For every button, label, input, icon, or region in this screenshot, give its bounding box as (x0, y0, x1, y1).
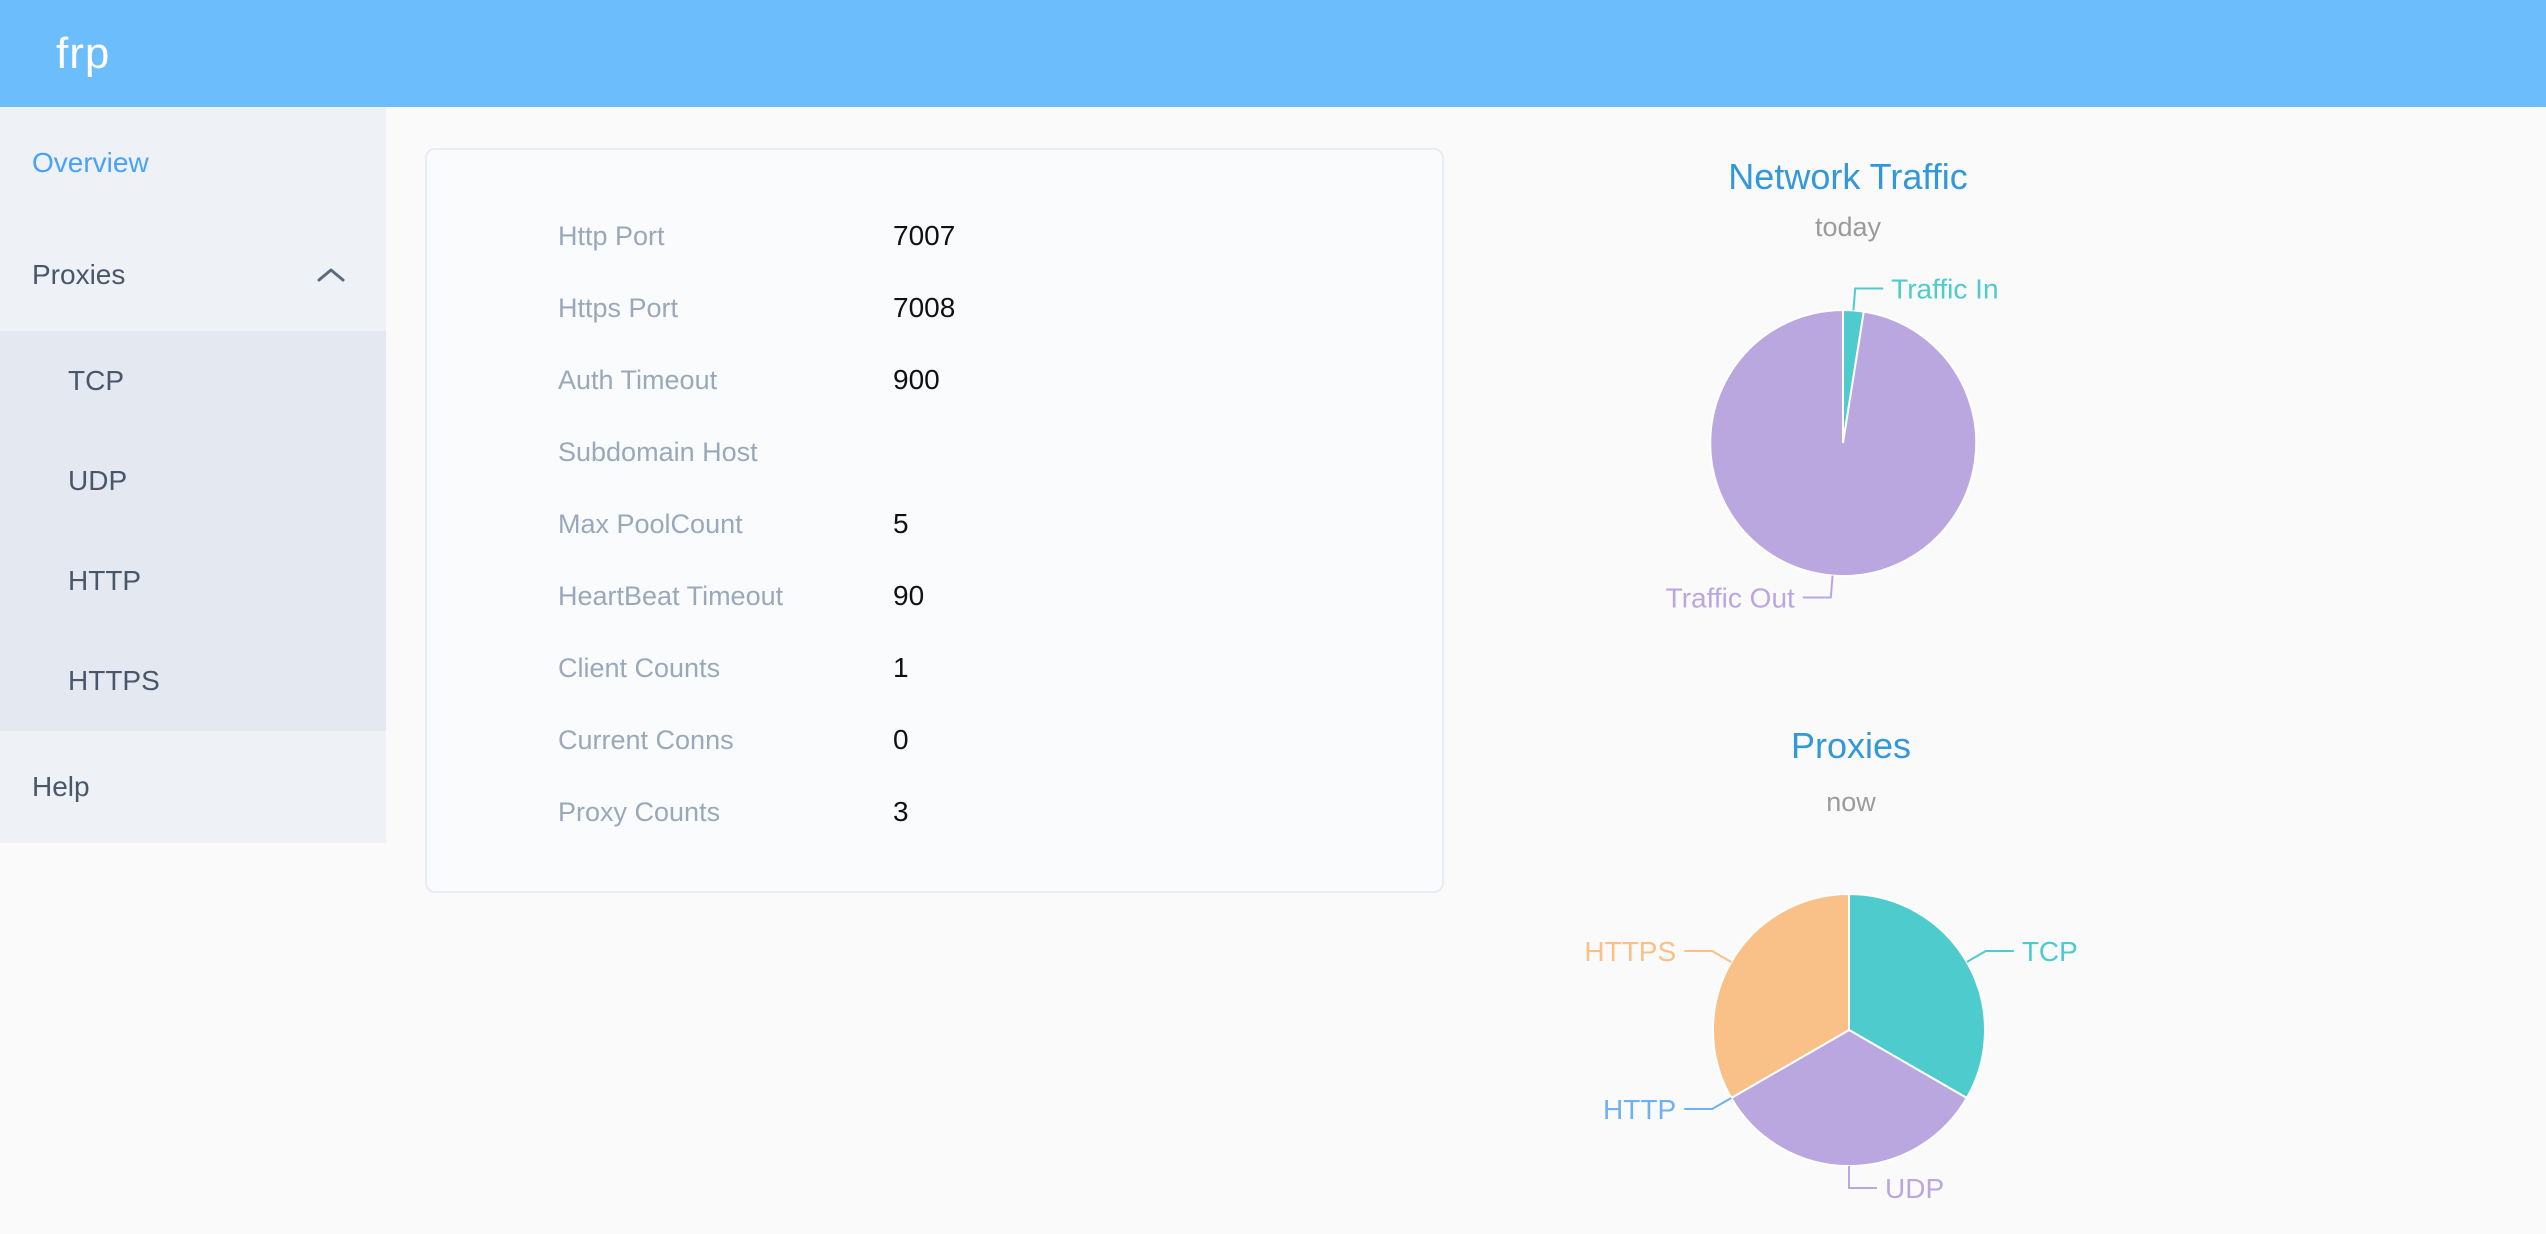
pie-label-line-https (1684, 950, 1732, 963)
sidebar: Overview Proxies TCP UDP HTTP HTTPS Help (0, 107, 386, 843)
info-label: Auth Timeout (558, 364, 718, 395)
pie-label-tcp: TCP (2022, 936, 2078, 967)
info-row: Https Port 7008 (427, 272, 1442, 344)
pie-label-udp: UDP (1885, 1173, 1944, 1204)
info-row: HeartBeat Timeout 90 (427, 560, 1442, 632)
info-value: 900 (893, 364, 940, 395)
chevron-up-icon (317, 268, 345, 282)
info-label: Current Conns (558, 724, 734, 755)
chart-subtitle-proxies: now (1826, 787, 1876, 817)
info-value: 7008 (893, 292, 956, 323)
info-label: Https Port (558, 292, 679, 323)
sidebar-item-https[interactable]: HTTPS (0, 631, 386, 731)
info-row: Http Port 7007 (427, 200, 1442, 272)
pie-label-line-traffic-out (1802, 575, 1834, 599)
info-label: Client Counts (558, 652, 721, 683)
info-label: Max PoolCount (558, 508, 743, 539)
sidebar-item-proxies[interactable]: Proxies (0, 219, 386, 331)
app-logo: frp (56, 29, 111, 78)
sidebar-item-label: TCP (68, 365, 124, 396)
info-label: Subdomain Host (558, 436, 758, 467)
info-row: Current Conns 0 (427, 704, 1442, 776)
pie-label-line-udp (1848, 1166, 1877, 1189)
pie-label-https: HTTPS (1584, 936, 1676, 967)
info-value: 5 (893, 508, 909, 539)
sidebar-item-label: Overview (32, 147, 149, 178)
info-row: Subdomain Host (427, 416, 1442, 488)
sidebar-item-tcp[interactable]: TCP (0, 331, 386, 431)
sidebar-item-http[interactable]: HTTP (0, 531, 386, 631)
info-label: Proxy Counts (558, 796, 721, 827)
info-row: Client Counts 1 (427, 632, 1442, 704)
chart-title-network-traffic: Network Traffic (1728, 156, 1968, 197)
pie-label-line-tcp (1966, 950, 2014, 963)
sidebar-item-help[interactable]: Help (0, 731, 386, 843)
info-row: Max PoolCount 5 (427, 488, 1442, 560)
pie-label-traffic-out: Traffic Out (1666, 583, 1795, 614)
sidebar-item-label: UDP (68, 465, 128, 496)
info-value: 7007 (893, 220, 956, 251)
pie-label-traffic-in: Traffic In (1891, 273, 1998, 304)
info-label: Http Port (558, 220, 665, 251)
info-row: Auth Timeout 900 (427, 344, 1442, 416)
pie-label-http: HTTP (1603, 1094, 1676, 1125)
sidebar-item-label: Help (32, 771, 90, 802)
server-info-card: Http Port 7007 Https Port 7008 Auth Timeou… (425, 148, 1444, 893)
info-label: HeartBeat Timeout (558, 580, 784, 611)
pie-slice-traffic-out[interactable] (1709, 308, 1978, 577)
sidebar-item-label: Proxies (32, 259, 126, 290)
chart-title-proxies: Proxies (1790, 725, 1912, 766)
info-value: 3 (893, 796, 909, 827)
info-row: Proxy Counts 3 (427, 776, 1442, 848)
sidebar-item-udp[interactable]: UDP (0, 431, 386, 531)
info-value: 0 (893, 724, 909, 755)
app-header: frp (0, 0, 2546, 107)
sidebar-item-label: HTTPS (68, 665, 160, 696)
chart-subtitle-network-traffic: today (1814, 212, 1882, 242)
proxies-submenu: TCP UDP HTTP HTTPS (0, 331, 386, 731)
pie-label-line-http (1684, 1097, 1732, 1110)
sidebar-item-overview[interactable]: Overview (0, 107, 386, 219)
sidebar-item-label: HTTP (68, 565, 142, 596)
info-value: 90 (893, 580, 925, 611)
pie-label-line-traffic-in (1852, 287, 1884, 311)
info-value: 1 (893, 652, 909, 683)
